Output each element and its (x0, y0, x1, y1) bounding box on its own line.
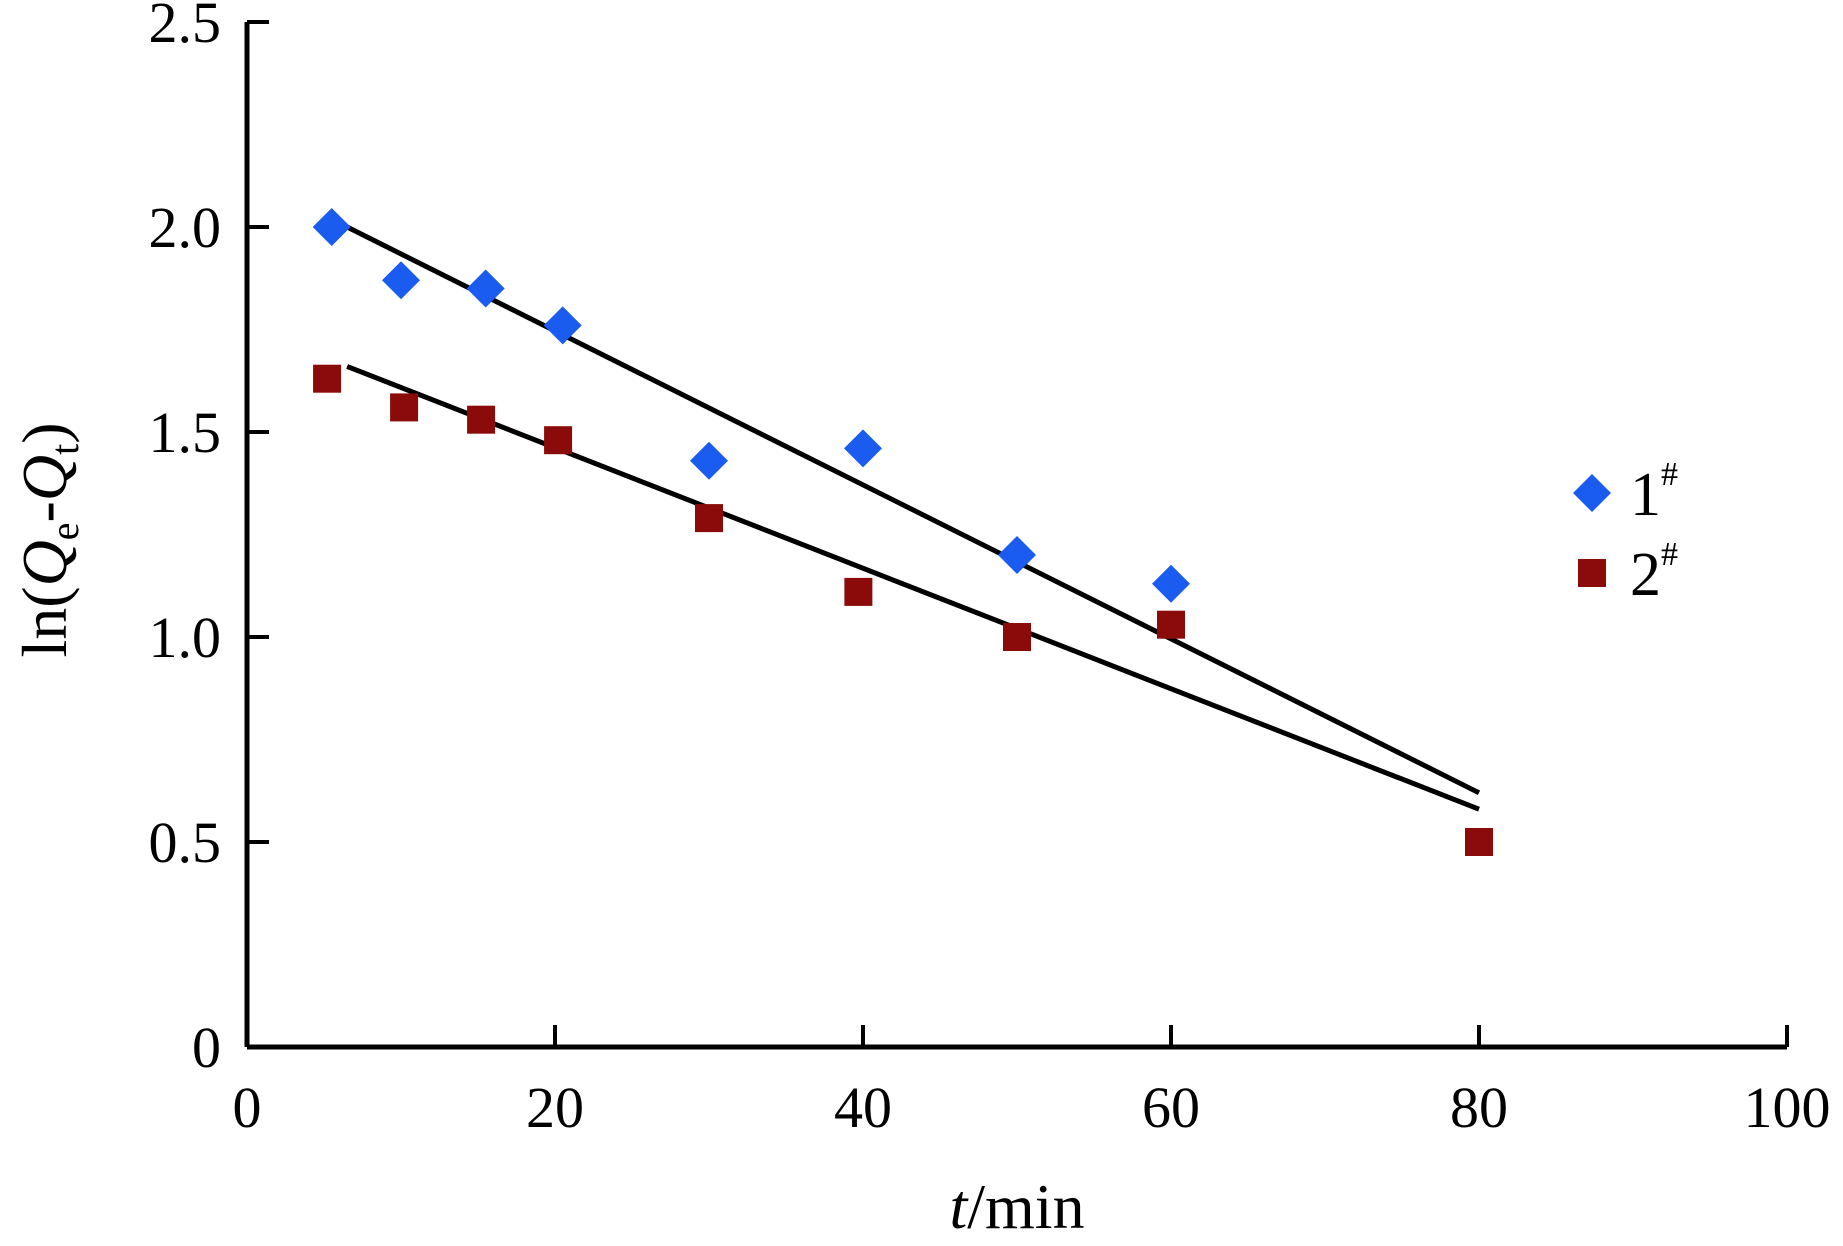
data-point-1 (1152, 564, 1190, 603)
x-tick-label: 80 (1450, 1075, 1508, 1140)
fit-line-2 (346, 364, 1480, 812)
y-tick-label: 0 (192, 1015, 221, 1080)
x-tick-label: 100 (1744, 1075, 1831, 1140)
data-point-2 (544, 426, 573, 455)
data-point-2 (1157, 610, 1185, 639)
x-tick-label: 60 (1142, 1075, 1200, 1140)
ticks: 0 20 40 60 80 100 0 0.5 1.0 1.5 2.0 2.5 (149, 0, 1831, 1140)
data-point-1 (690, 441, 728, 480)
fit-line-1 (345, 224, 1481, 796)
legend-label-1: 1# (1630, 456, 1678, 529)
y-tick-label: 1.0 (149, 605, 222, 670)
data-point-1 (998, 536, 1036, 574)
legend-marker-1 (1573, 474, 1611, 512)
legend-label-2: 2# (1630, 536, 1678, 609)
fit-lines (345, 224, 1481, 812)
data-points (312, 208, 1493, 856)
data-point-2 (695, 504, 723, 533)
data-point-1 (382, 261, 420, 300)
x-tick-label: 0 (233, 1075, 262, 1140)
x-axis-title: t/min (949, 1171, 1084, 1242)
data-point-1 (312, 208, 351, 246)
data-point-2 (313, 364, 342, 393)
data-point-2 (1003, 623, 1031, 651)
data-point-2 (467, 405, 496, 434)
legend-marker-2 (1578, 559, 1606, 587)
x-tick-label: 40 (834, 1075, 892, 1140)
y-tick-label: 1.5 (149, 400, 222, 465)
data-point-2 (390, 393, 419, 422)
axes (244, 22, 1787, 1050)
data-point-1 (844, 429, 882, 468)
data-point-1 (543, 306, 582, 345)
data-point-1 (466, 269, 505, 308)
y-tick-label: 2.5 (149, 0, 222, 55)
y-tick-label: 0.5 (149, 810, 222, 875)
data-point-2 (1465, 828, 1493, 856)
x-tick-label: 20 (526, 1075, 584, 1140)
legend: 1#2# (1573, 456, 1678, 609)
y-tick-label: 2.0 (149, 195, 222, 260)
data-point-2 (844, 577, 873, 606)
y-axis-title: ln(Qe-Qt) (9, 422, 87, 657)
